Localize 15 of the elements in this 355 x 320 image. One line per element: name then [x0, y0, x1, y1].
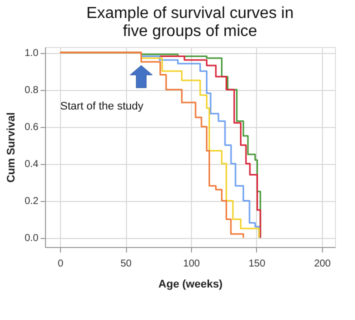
x-tick-label: 50 — [120, 258, 132, 270]
y-tick-label: 0.4 — [24, 159, 39, 170]
x-tick-label: 150 — [248, 258, 266, 270]
y-tick-label: 0.0 — [24, 233, 39, 244]
chart-title: Example of survival curves in five groups of mice — [86, 5, 294, 40]
y-tick-label: 1.0 — [24, 48, 39, 60]
y-tick-label: 0.2 — [24, 196, 39, 208]
x-tick-label: 100 — [183, 258, 200, 270]
x-tick-label: 200 — [314, 258, 332, 270]
x-tick-label: 0 — [58, 258, 64, 270]
annotation: Start of the study — [60, 100, 144, 113]
y-tick-label: 0.6 — [24, 122, 39, 134]
y-tick-label: 0.8 — [24, 85, 39, 96]
y-axis-title: Cum Survival — [6, 112, 18, 183]
x-axis-title: Age (weeks) — [158, 278, 223, 290]
